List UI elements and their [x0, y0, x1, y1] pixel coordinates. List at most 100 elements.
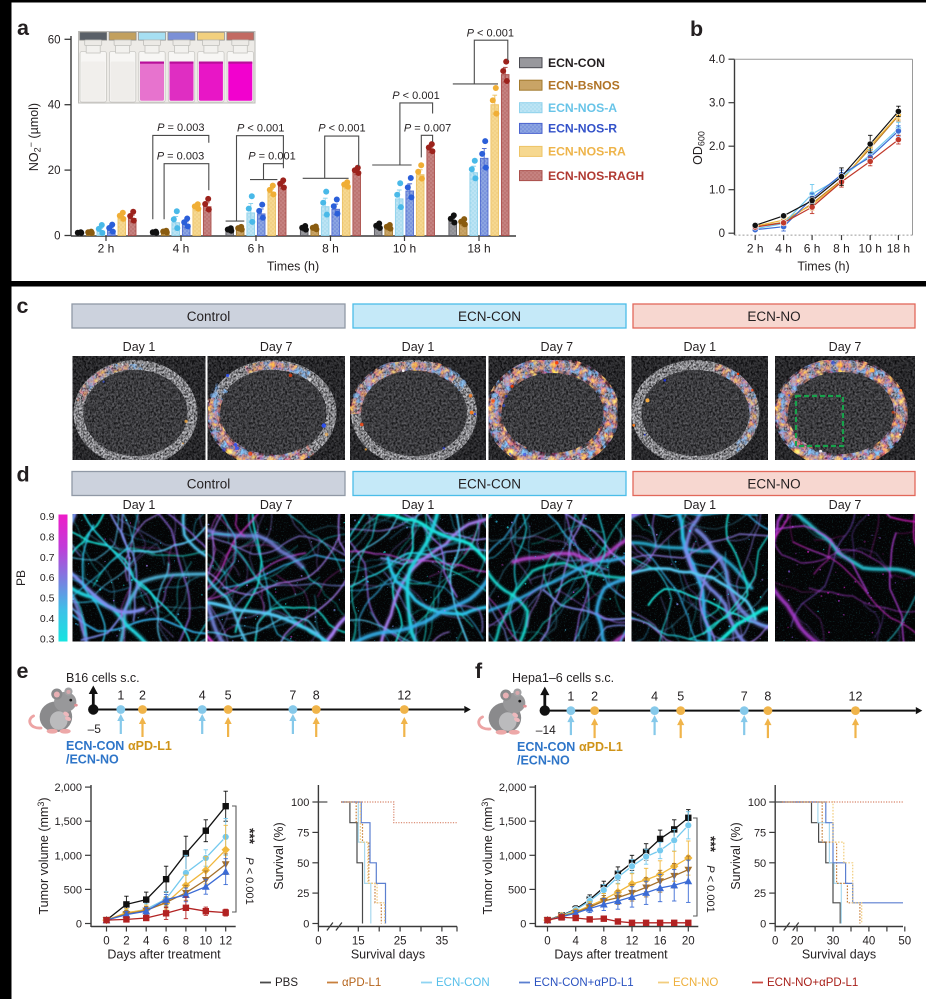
svg-text:8: 8	[183, 936, 189, 948]
svg-text:2: 2	[139, 689, 146, 703]
svg-text:P = 0.003: P = 0.003	[157, 122, 204, 134]
svg-text:6 h: 6 h	[804, 242, 821, 256]
svg-text:20: 20	[48, 165, 61, 177]
svg-text:***: ***	[242, 828, 257, 845]
svg-text:0: 0	[315, 936, 321, 948]
svg-text:10: 10	[199, 936, 212, 948]
svg-text:b: b	[690, 17, 703, 41]
svg-text:P < 0.001: P < 0.001	[704, 865, 716, 912]
svg-text:2 h: 2 h	[98, 242, 115, 256]
svg-text:ECN-BsNOS: ECN-BsNOS	[548, 78, 620, 92]
svg-text:Hepa1–6 cells s.c.: Hepa1–6 cells s.c.	[512, 671, 614, 685]
svg-text:0: 0	[719, 228, 725, 240]
svg-text:50: 50	[898, 936, 911, 948]
svg-text:12: 12	[397, 689, 411, 703]
svg-text:25: 25	[297, 888, 309, 900]
svg-text:20: 20	[791, 936, 804, 948]
svg-text:Day 1: Day 1	[123, 498, 156, 512]
svg-text:Day 7: Day 7	[540, 498, 573, 512]
svg-text:NO2− (µmol): NO2− (µmol)	[26, 103, 43, 171]
svg-text:18 h: 18 h	[887, 242, 910, 256]
svg-text:1,500: 1,500	[54, 816, 82, 828]
svg-text:a: a	[17, 16, 30, 40]
svg-text:PB: PB	[14, 570, 28, 586]
svg-text:1: 1	[117, 689, 124, 703]
svg-text:ECN-NO: ECN-NO	[747, 309, 800, 324]
svg-text:8: 8	[764, 690, 771, 704]
svg-text:12: 12	[849, 690, 863, 704]
svg-text:/ECN-NO: /ECN-NO	[66, 753, 119, 767]
svg-text:e: e	[17, 659, 29, 683]
svg-text:2: 2	[123, 936, 129, 948]
svg-text:0: 0	[76, 919, 82, 931]
svg-text:Day 7: Day 7	[829, 498, 862, 512]
svg-text:40: 40	[48, 100, 61, 112]
svg-text:ECN-NOS-RAGH: ECN-NOS-RAGH	[548, 169, 644, 183]
svg-text:8: 8	[601, 936, 607, 948]
svg-text:***: ***	[703, 836, 718, 853]
svg-text:P < 0.001: P < 0.001	[243, 857, 255, 904]
svg-text:ECN-CON: ECN-CON	[458, 477, 521, 492]
svg-text:75: 75	[297, 827, 309, 839]
svg-text:ECN-NO: ECN-NO	[673, 977, 718, 989]
svg-text:Control: Control	[187, 477, 231, 492]
svg-text:Day 7: Day 7	[260, 340, 293, 354]
svg-text:0.6: 0.6	[40, 572, 55, 584]
svg-text:50: 50	[297, 858, 309, 870]
svg-text:ECN-NOS-R: ECN-NOS-R	[548, 122, 617, 136]
svg-text:0: 0	[103, 936, 109, 948]
svg-text:Day 1: Day 1	[683, 498, 716, 512]
svg-text:ECN-CON: ECN-CON	[548, 56, 605, 70]
svg-text:30: 30	[827, 936, 840, 948]
svg-text:P = 0.001: P = 0.001	[248, 151, 295, 163]
svg-text:Day 1: Day 1	[402, 340, 435, 354]
svg-text:ECN-NO+αPD-L1: ECN-NO+αPD-L1	[767, 977, 858, 989]
svg-text:Survival days: Survival days	[802, 948, 876, 962]
svg-text:0.4: 0.4	[40, 613, 55, 625]
svg-text:20: 20	[682, 936, 695, 948]
svg-text:75: 75	[754, 827, 766, 839]
svg-text:6 h: 6 h	[248, 242, 265, 256]
svg-text:0: 0	[303, 919, 309, 931]
svg-text:Day 7: Day 7	[540, 340, 573, 354]
svg-text:6: 6	[163, 936, 169, 948]
svg-text:12: 12	[219, 936, 232, 948]
svg-text:Day 1: Day 1	[402, 498, 435, 512]
svg-text:–5: –5	[88, 722, 102, 736]
svg-text:15: 15	[352, 936, 365, 948]
svg-text:10 h: 10 h	[393, 242, 416, 256]
svg-text:f: f	[475, 659, 483, 683]
svg-text:100: 100	[748, 797, 766, 809]
svg-text:0: 0	[520, 919, 526, 931]
svg-text:4 h: 4 h	[173, 242, 190, 256]
svg-text:Days after treatment: Days after treatment	[554, 948, 668, 962]
svg-text:Tumor volume (mm3): Tumor volume (mm3)	[36, 797, 51, 914]
svg-text:0: 0	[54, 231, 60, 243]
svg-text:Times (h): Times (h)	[797, 260, 849, 274]
svg-text:P = 0.007: P = 0.007	[404, 123, 451, 135]
svg-text:Survival (%): Survival (%)	[729, 822, 743, 889]
svg-text:1,000: 1,000	[499, 850, 527, 862]
svg-text:5: 5	[677, 690, 684, 704]
svg-text:P < 0.001: P < 0.001	[392, 90, 439, 102]
svg-text:4: 4	[651, 690, 658, 704]
svg-text:3.0: 3.0	[709, 98, 725, 110]
svg-text:0: 0	[760, 919, 766, 931]
svg-text:25: 25	[754, 888, 766, 900]
svg-text:Survival days: Survival days	[351, 948, 425, 962]
svg-text:8 h: 8 h	[833, 242, 850, 256]
svg-text:ECN-NOS-RA: ECN-NOS-RA	[548, 145, 626, 159]
svg-text:16: 16	[654, 936, 667, 948]
svg-text:αPD-L1: αPD-L1	[342, 977, 381, 989]
svg-text:0: 0	[772, 936, 778, 948]
svg-text:ECN-CON: ECN-CON	[66, 739, 124, 753]
svg-text:αPD-L1: αPD-L1	[579, 740, 623, 754]
svg-text:7: 7	[289, 689, 296, 703]
svg-text:25: 25	[394, 936, 407, 948]
svg-text:0: 0	[544, 936, 550, 948]
svg-text:4 h: 4 h	[775, 242, 792, 256]
svg-text:/ECN-NO: /ECN-NO	[517, 754, 570, 768]
svg-text:ECN-NO: ECN-NO	[747, 477, 800, 492]
svg-text:Day 7: Day 7	[260, 498, 293, 512]
svg-text:2: 2	[591, 690, 598, 704]
